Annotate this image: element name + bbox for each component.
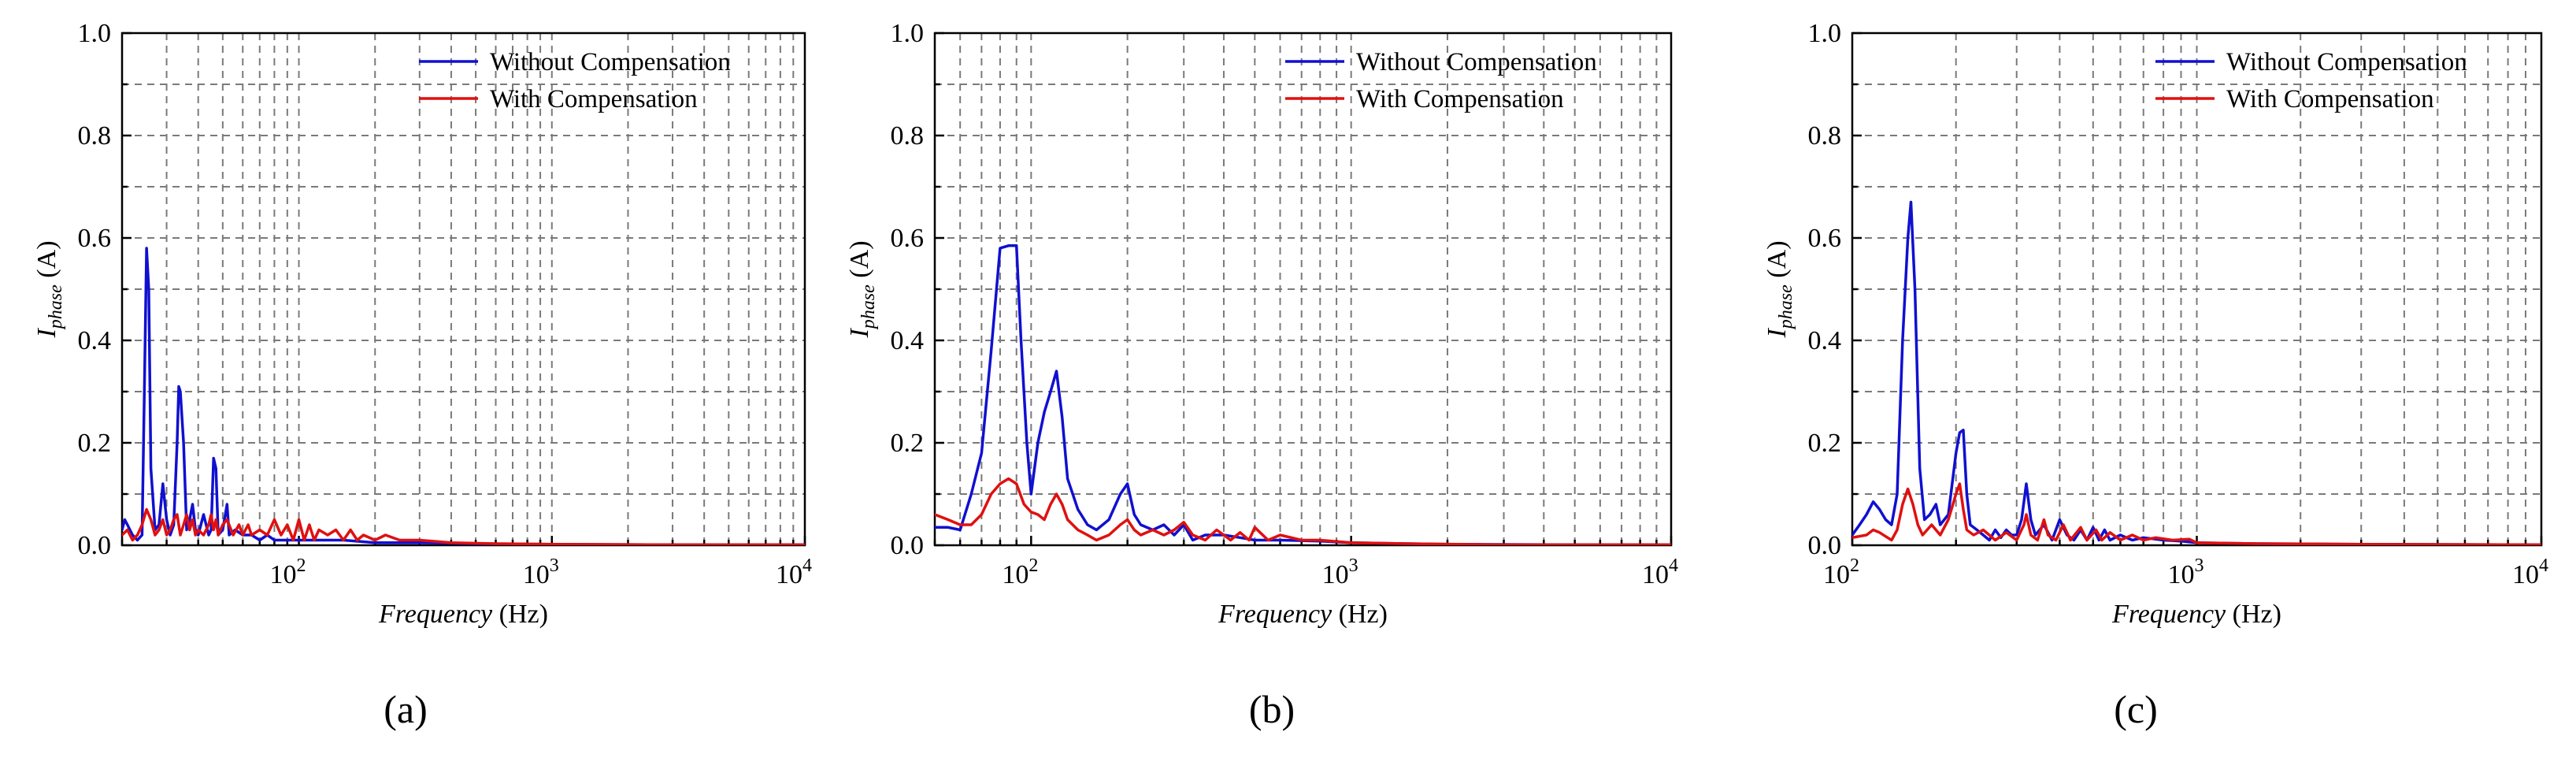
y-axis-label-unit: (A) bbox=[1762, 240, 1792, 277]
y-tick-label: 0.6 bbox=[78, 224, 112, 253]
legend-label: With Compensation bbox=[1356, 85, 1564, 113]
panel-label: (b) bbox=[1249, 687, 1295, 731]
series-with-compensation bbox=[122, 507, 805, 545]
y-axis-label: Iphase (A) bbox=[1762, 240, 1796, 338]
x-tick-label: 104 bbox=[776, 555, 812, 589]
x-tick-exponent: 3 bbox=[550, 555, 559, 576]
legend: Without Compensation With Compensation bbox=[419, 48, 731, 113]
x-axis-label-name: Frequency bbox=[2111, 600, 2226, 629]
panel-label: (a) bbox=[384, 687, 428, 731]
legend-label: Without Compensation bbox=[1356, 48, 1597, 76]
x-tick-base: 10 bbox=[1642, 560, 1669, 589]
y-tick-label: 1.0 bbox=[891, 19, 925, 48]
x-axis-label-space bbox=[2226, 600, 2233, 629]
x-tick-base: 10 bbox=[1002, 560, 1029, 589]
series-without-compensation bbox=[122, 247, 805, 545]
x-tick-base: 10 bbox=[270, 560, 297, 589]
x-tick-base: 10 bbox=[523, 560, 550, 589]
x-axis-label-space bbox=[1332, 600, 1339, 629]
x-tick-label: 102 bbox=[1002, 555, 1038, 589]
x-axis-label-unit: (Hz) bbox=[1339, 600, 1388, 629]
y-tick-label: 0.2 bbox=[78, 429, 112, 458]
x-tick-label: 104 bbox=[2512, 555, 2548, 589]
series-with-compensation bbox=[935, 477, 1671, 545]
y-axis-label: Iphase (A) bbox=[32, 240, 66, 338]
y-tick-label: 0.6 bbox=[1808, 224, 1842, 253]
panel-label: (c) bbox=[2114, 687, 2158, 731]
y-tick-label: 0.8 bbox=[78, 121, 112, 150]
y-axis-label-name: I bbox=[32, 328, 61, 339]
x-axis-label-name: Frequency bbox=[1218, 600, 1332, 629]
x-tick-exponent: 2 bbox=[297, 555, 306, 576]
x-tick-base: 10 bbox=[2168, 560, 2195, 589]
y-tick-label: 0.8 bbox=[1808, 121, 1842, 150]
y-axis-label: Iphase (A) bbox=[845, 240, 879, 338]
x-tick-base: 10 bbox=[1823, 560, 1850, 589]
x-axis-label: Frequency (Hz) bbox=[1218, 600, 1388, 629]
x-tick-label: 102 bbox=[1823, 555, 1859, 589]
y-tick-label: 1.0 bbox=[78, 19, 112, 48]
y-axis-label-space bbox=[1762, 278, 1792, 285]
x-tick-base: 10 bbox=[776, 560, 802, 589]
y-tick-label: 0.2 bbox=[1808, 429, 1842, 458]
x-axis-label: Frequency (Hz) bbox=[2111, 600, 2281, 629]
y-tick-label: 0.4 bbox=[78, 326, 112, 355]
y-tick-label: 0.6 bbox=[891, 224, 925, 253]
y-axis-label-space bbox=[32, 278, 61, 285]
y-tick-label: 1.0 bbox=[1808, 19, 1842, 48]
x-axis-label-name: Frequency bbox=[378, 600, 493, 629]
x-tick-exponent: 4 bbox=[2539, 555, 2548, 576]
x-tick-exponent: 3 bbox=[2195, 555, 2204, 576]
x-axis-label: Frequency (Hz) bbox=[378, 600, 548, 629]
legend: Without Compensation With Compensation bbox=[1285, 48, 1597, 113]
y-axis-label-name: I bbox=[1762, 328, 1792, 339]
x-axis-label-unit: (Hz) bbox=[499, 600, 548, 629]
y-tick-label: 0.0 bbox=[891, 531, 925, 560]
x-axis-label-unit: (Hz) bbox=[2233, 600, 2281, 629]
legend-label: With Compensation bbox=[490, 85, 698, 113]
series-with-compensation bbox=[1852, 482, 2541, 545]
x-tick-label: 103 bbox=[2168, 555, 2204, 589]
grid bbox=[122, 33, 805, 545]
x-tick-exponent: 4 bbox=[802, 555, 812, 576]
x-tick-label: 103 bbox=[523, 555, 559, 589]
x-tick-exponent: 3 bbox=[1349, 555, 1358, 576]
legend-label: Without Compensation bbox=[2226, 48, 2467, 76]
x-tick-label: 102 bbox=[270, 555, 306, 589]
y-tick-label: 0.0 bbox=[78, 531, 112, 560]
x-tick-exponent: 2 bbox=[1850, 555, 1859, 576]
y-axis-label-name: I bbox=[845, 328, 874, 339]
y-tick-label: 0.8 bbox=[891, 121, 925, 150]
y-axis-label-subscript: phase bbox=[46, 284, 66, 330]
y-axis-label-subscript: phase bbox=[858, 284, 879, 330]
x-tick-exponent: 4 bbox=[1669, 555, 1678, 576]
y-tick-label: 0.0 bbox=[1808, 531, 1842, 560]
grid bbox=[1852, 33, 2541, 545]
y-tick-label: 0.2 bbox=[891, 429, 925, 458]
y-tick-label: 0.4 bbox=[1808, 326, 1842, 355]
x-tick-label: 103 bbox=[1322, 555, 1358, 589]
y-axis-label-subscript: phase bbox=[1776, 284, 1796, 330]
x-tick-base: 10 bbox=[2512, 560, 2539, 589]
grid bbox=[935, 33, 1671, 545]
y-axis-label-space bbox=[845, 278, 874, 285]
x-tick-exponent: 2 bbox=[1029, 555, 1038, 576]
y-axis-label-unit: (A) bbox=[32, 240, 61, 277]
legend-label: With Compensation bbox=[2226, 85, 2434, 113]
legend: Without Compensation With Compensation bbox=[2155, 48, 2467, 113]
x-axis-label-space bbox=[492, 600, 499, 629]
y-tick-label: 0.4 bbox=[891, 326, 925, 355]
x-tick-label: 104 bbox=[1642, 555, 1678, 589]
y-axis-label-unit: (A) bbox=[845, 240, 874, 277]
legend-label: Without Compensation bbox=[490, 48, 731, 76]
series-without-compensation bbox=[935, 244, 1671, 545]
x-tick-base: 10 bbox=[1322, 560, 1349, 589]
